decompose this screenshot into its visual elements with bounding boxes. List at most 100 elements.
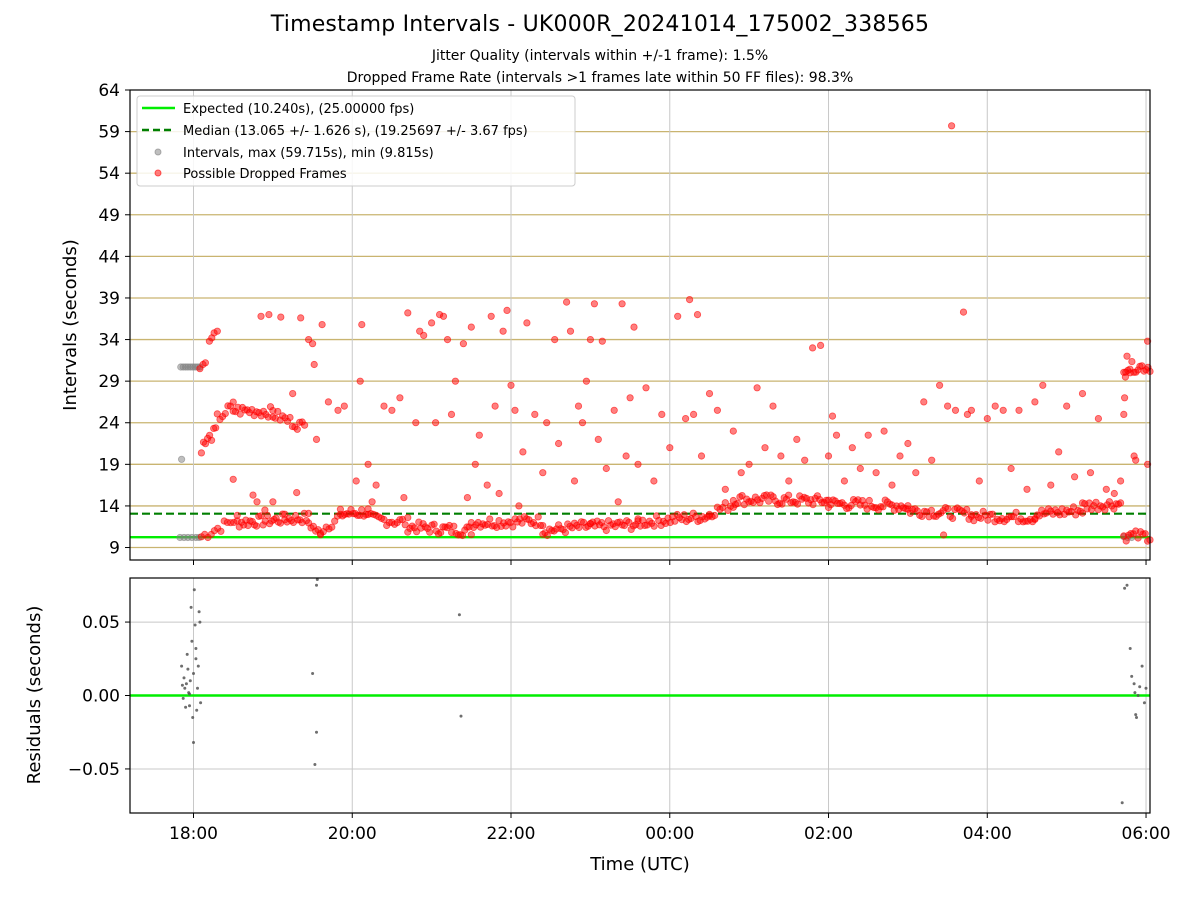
dropped-frame-point xyxy=(753,384,761,392)
dropped-frame-point xyxy=(967,406,976,414)
dropped-frame-point xyxy=(427,319,436,327)
residual-point xyxy=(1136,694,1140,697)
dropped-frame-point xyxy=(793,435,801,443)
dropped-frame-point xyxy=(614,498,622,506)
residual-point xyxy=(1125,583,1129,587)
dropped-frame-point xyxy=(784,491,793,499)
dropped-frame-point xyxy=(713,406,722,414)
residuals-x-ticks: 18:00 20:00 22:00 00:00 02:00 04:00 06:00 xyxy=(169,813,1171,844)
dropped-frame-point xyxy=(630,323,638,331)
residuals-y-tick-label: −0.05 xyxy=(68,760,120,780)
legend-intervals-swatch xyxy=(154,148,162,156)
dropped-frame-point xyxy=(879,503,887,511)
dropped-frame-point xyxy=(864,431,872,439)
dropped-frame-point xyxy=(1094,414,1103,423)
dropped-frame-point xyxy=(935,381,944,389)
dropped-frame-point xyxy=(368,498,376,506)
residuals-y-ticks: 0.05 0.00 −0.05 xyxy=(68,613,130,780)
dropped-frame-point xyxy=(865,496,873,505)
dropped-frame-point xyxy=(336,505,344,513)
dropped-frame-point xyxy=(236,410,244,418)
dropped-frame-point xyxy=(1126,369,1134,377)
residual-point xyxy=(199,701,203,705)
residual-point xyxy=(180,683,184,687)
dropped-frame-point xyxy=(431,419,440,427)
dropped-frame-point xyxy=(396,394,404,402)
intervals-y-tick-label: 14 xyxy=(98,497,120,517)
dropped-frame-point xyxy=(602,526,610,535)
dropped-frame-point xyxy=(1031,398,1039,406)
dropped-frame-point xyxy=(963,505,971,514)
dropped-frame-point xyxy=(912,469,920,477)
dropped-frame-point xyxy=(380,402,388,410)
dropped-frame-point xyxy=(475,431,483,439)
dropped-frame-point xyxy=(312,435,321,443)
dropped-frame-point xyxy=(265,310,273,319)
dropped-frame-point xyxy=(1144,460,1152,468)
dropped-frame-point xyxy=(515,502,523,510)
dropped-frame-point xyxy=(816,341,825,349)
dropped-frame-point xyxy=(1063,402,1071,410)
dropped-frame-point xyxy=(229,398,237,406)
residual-point xyxy=(198,620,202,624)
dropped-frame-point xyxy=(574,402,583,410)
dropped-frame-point xyxy=(509,523,517,531)
intervals-x-ticks xyxy=(193,560,1147,565)
residual-point xyxy=(1135,716,1138,719)
dropped-frame-point xyxy=(1071,473,1079,481)
dropped-frame-point xyxy=(352,477,360,485)
legend-dropped-swatch xyxy=(154,169,162,177)
dropped-frame-point xyxy=(1141,530,1149,538)
residual-point xyxy=(315,578,319,581)
dropped-frame-point xyxy=(518,519,526,527)
dropped-frame-point xyxy=(848,444,856,452)
dropped-frame-point xyxy=(1123,352,1131,360)
residual-point xyxy=(186,667,190,671)
dropped-frame-point xyxy=(380,515,388,524)
residual-point xyxy=(196,664,200,668)
residual-point xyxy=(1120,801,1124,805)
dropped-frame-point xyxy=(253,498,261,506)
legend-intervals-label: Intervals, max (59.715s), min (9.815s) xyxy=(183,146,434,161)
dropped-frame-point xyxy=(551,335,559,344)
dropped-frame-point xyxy=(828,412,837,420)
dropped-frame-point xyxy=(340,402,348,410)
chart-title: Timestamp Intervals - UK000R_20241014_17… xyxy=(270,12,930,37)
residuals-panel: 0.05 0.00 −0.05 18:00 20:00 22:00 00:00 02:00 0… xyxy=(24,577,1171,875)
dropped-frame-point xyxy=(439,312,448,320)
dropped-frame-point xyxy=(334,406,342,414)
jitter-quality-subtitle: Jitter Quality (intervals within +/-1 fr… xyxy=(431,48,769,64)
dropped-frame-point xyxy=(412,419,420,427)
dropped-frame-point xyxy=(840,477,849,485)
residual-point xyxy=(192,672,195,675)
dropped-frame-point xyxy=(523,319,531,327)
dropped-frame-point xyxy=(697,452,706,460)
dropped-frame-point xyxy=(430,520,438,528)
dropped-frame-point xyxy=(1117,477,1125,485)
dropped-frame-point xyxy=(503,306,511,314)
dropped-frame-point xyxy=(793,500,802,508)
dropped-frame-point xyxy=(681,414,690,423)
intervals-panel: 9 14 19 24 29 34 39 44 49 54 59 64 Intervals (secon… xyxy=(60,81,1154,565)
dropped-frame-point xyxy=(975,477,983,485)
dropped-frame-point xyxy=(1047,481,1055,489)
dropped-frame-point xyxy=(293,488,301,497)
residual-point xyxy=(182,676,186,680)
dropped-frame-point xyxy=(487,312,495,320)
dropped-frame-point xyxy=(625,518,633,526)
dropped-frame-point xyxy=(277,313,285,321)
dropped-frame-point xyxy=(1078,389,1087,398)
dropped-frame-point xyxy=(197,449,205,457)
dropped-frame-point xyxy=(618,300,626,308)
dropped-frame-point xyxy=(364,460,372,468)
dropped-frame-point xyxy=(467,531,475,539)
dropped-frame-point xyxy=(483,481,491,489)
residual-point xyxy=(1140,664,1144,668)
dropped-frame-point xyxy=(201,359,209,367)
dropped-frame-point xyxy=(274,407,282,416)
dropped-frame-point xyxy=(872,469,880,477)
dropped-frame-point xyxy=(920,398,928,406)
dropped-frame-point xyxy=(721,499,729,507)
intervals-y-tick-label: 29 xyxy=(98,372,120,392)
dropped-frame-point xyxy=(420,331,428,339)
